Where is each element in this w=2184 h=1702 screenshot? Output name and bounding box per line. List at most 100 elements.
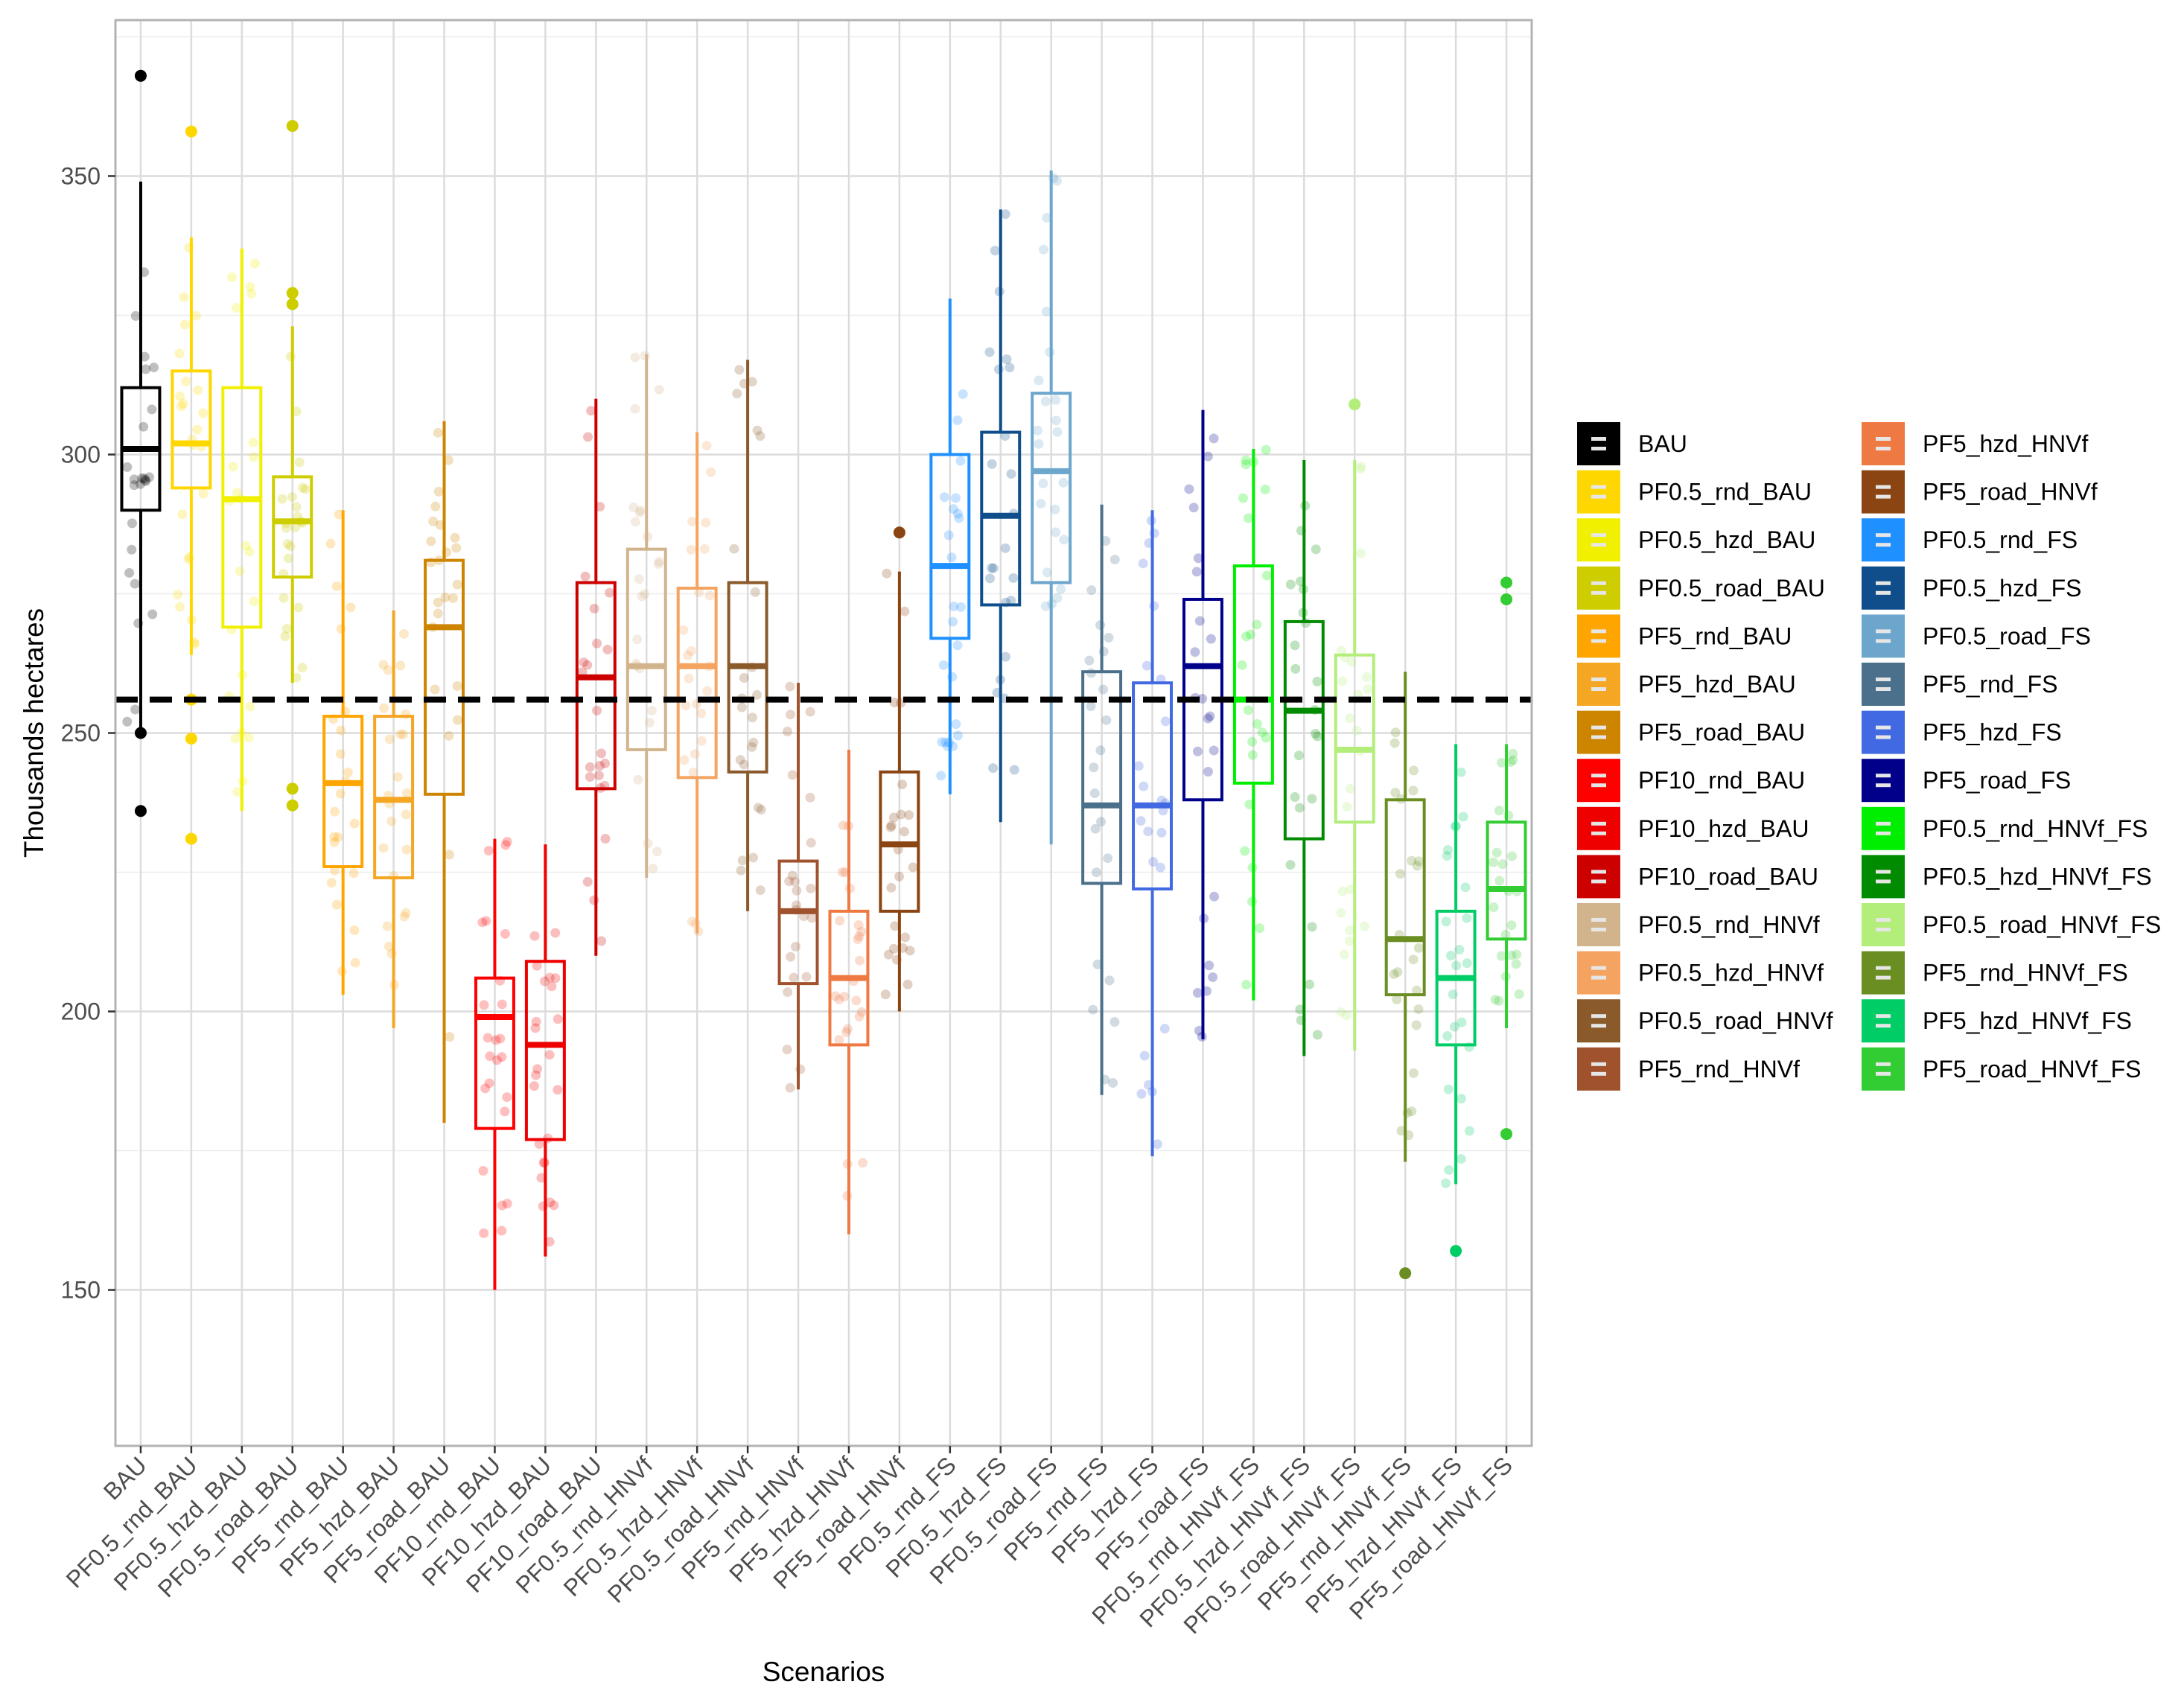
jitter-point — [1205, 711, 1215, 721]
jitter-point — [191, 310, 201, 321]
jitter-point — [880, 989, 891, 1000]
jitter-point — [553, 1014, 563, 1024]
y-tick-label: 150 — [61, 1277, 101, 1304]
legend-label: PF10_road_BAU — [1638, 863, 1818, 890]
jitter-point — [1441, 917, 1451, 927]
jitter-point — [789, 972, 799, 983]
legend-key-glyph — [1876, 678, 1891, 681]
legend-key-glyph — [1591, 928, 1606, 931]
jitter-point — [753, 803, 763, 813]
jitter-point — [1032, 425, 1042, 436]
box — [171, 369, 212, 490]
jitter-point — [149, 363, 159, 373]
jitter-point — [500, 928, 510, 939]
jitter-point — [1408, 765, 1419, 776]
jitter-point — [1192, 746, 1203, 756]
jitter-point — [1243, 705, 1253, 715]
jitter-point — [1407, 855, 1417, 866]
outlier-point — [1450, 1245, 1462, 1258]
jitter-point — [806, 883, 816, 893]
jitter-point — [644, 718, 655, 728]
jitter-point — [291, 407, 302, 417]
jitter-point — [1407, 1106, 1417, 1117]
jitter-point — [851, 995, 862, 1006]
jitter-point — [1411, 1020, 1421, 1030]
box — [1132, 681, 1174, 890]
legend-key-glyph — [1591, 590, 1606, 595]
jitter-point — [1360, 921, 1370, 931]
jitter-point — [704, 590, 715, 601]
jitter-point — [582, 660, 593, 670]
legend-key-glyph — [1591, 485, 1606, 489]
outlier-point — [893, 526, 905, 539]
jitter-point — [401, 844, 412, 855]
legend-key — [1862, 663, 1905, 706]
legend-item: PF10_rnd_BAU — [1577, 759, 1805, 803]
jitter-point — [481, 916, 491, 926]
jitter-point — [990, 246, 1000, 256]
jitter-point — [1108, 1077, 1118, 1088]
jitter-point — [401, 908, 411, 918]
jitter-point — [1002, 354, 1012, 364]
jitter-point — [192, 424, 203, 435]
jitter-point — [124, 567, 135, 578]
jitter-point — [690, 749, 700, 759]
legend-key-glyph — [1876, 1024, 1891, 1028]
legend-key-glyph — [1876, 590, 1891, 595]
legend-item: PF0.5_rnd_FS — [1862, 518, 2078, 562]
legend-key — [1862, 903, 1905, 946]
jitter-point — [902, 979, 913, 989]
jitter-point — [1356, 462, 1366, 472]
jitter-point — [1290, 640, 1300, 651]
jitter-point — [245, 701, 255, 712]
legend-label: PF5_road_FS — [1923, 767, 2071, 794]
jitter-point — [1261, 733, 1271, 743]
jitter-point — [841, 1027, 851, 1037]
jitter-point — [250, 258, 261, 269]
box — [727, 581, 768, 774]
box — [625, 547, 667, 751]
jitter-point — [785, 681, 795, 692]
jitter-point — [896, 809, 906, 820]
jitter-point — [297, 482, 308, 493]
jitter-point — [174, 602, 185, 612]
jitter-point — [1005, 363, 1015, 373]
box — [322, 715, 364, 869]
jitter-point — [830, 991, 841, 1001]
legend-key-glyph — [1876, 918, 1891, 922]
jitter-point — [232, 787, 243, 797]
legend-key-glyph — [1876, 783, 1891, 788]
legend-label: PF0.5_hzd_HNVf_FS — [1923, 863, 2152, 890]
box-series-PF0.5_hzd_BAU — [221, 248, 263, 812]
legend-key-glyph — [1876, 581, 1891, 585]
jitter-point — [193, 385, 203, 395]
jitter-point — [1190, 647, 1200, 657]
jitter-point — [940, 737, 951, 748]
legend-key-glyph — [1876, 879, 1891, 884]
jitter-point — [553, 1085, 563, 1095]
jitter-point — [1389, 969, 1399, 979]
jitter-point — [1051, 395, 1061, 405]
legend-key-glyph — [1876, 639, 1891, 643]
jitter-point — [452, 579, 462, 590]
jitter-point — [737, 855, 748, 866]
jitter-point — [1395, 869, 1405, 879]
jitter-point — [1247, 750, 1258, 760]
jitter-point — [246, 289, 257, 299]
jitter-point — [897, 780, 908, 790]
legend-key-glyph — [1591, 581, 1606, 585]
jitter-point — [1188, 503, 1199, 513]
legend-item: PF10_road_BAU — [1577, 855, 1818, 899]
jitter-point — [1156, 827, 1167, 838]
jitter-point — [127, 518, 137, 529]
jitter-point — [854, 931, 865, 942]
jitter-point — [1257, 727, 1267, 738]
box-series-PF5_hzd_BAU — [373, 610, 415, 1028]
outlier-point — [134, 805, 147, 817]
jitter-point — [1494, 806, 1504, 816]
jitter-point — [291, 672, 302, 683]
legend-key-glyph — [1591, 543, 1606, 547]
legend-key-glyph — [1591, 918, 1606, 922]
jitter-point — [349, 925, 360, 935]
jitter-point — [144, 472, 154, 482]
